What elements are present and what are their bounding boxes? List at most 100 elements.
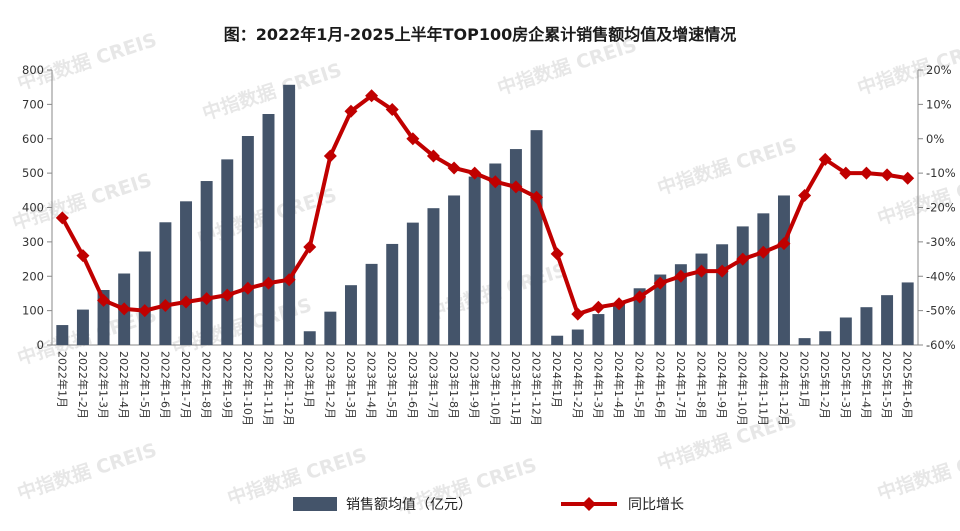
y-right-tick-label: 10%	[926, 97, 952, 111]
x-tick-label: 2024年1-4月	[612, 351, 626, 419]
y-left-tick-label: 300	[22, 235, 44, 249]
bar	[365, 263, 378, 345]
y-right-tick-label: -50%	[926, 304, 956, 318]
growth-point	[365, 89, 379, 103]
growth-point	[509, 180, 523, 194]
growth-point	[550, 247, 564, 261]
line-series	[55, 89, 915, 321]
x-tick-label-line: 2024年1-2月	[571, 351, 585, 419]
growth-point	[158, 298, 172, 312]
x-tick-label-line: 2024年1-5月	[633, 351, 647, 419]
x-tick-label: 2022年1-11月	[262, 351, 276, 426]
x-tick-label-line: 2023年1-5月	[385, 351, 399, 419]
growth-point	[385, 103, 399, 117]
growth-point	[447, 161, 461, 175]
bar	[468, 176, 481, 345]
x-tick-label-line: 2023年1-11月	[509, 351, 523, 426]
growth-point	[591, 300, 605, 314]
x-tick-label-line: 2024年1月	[550, 351, 564, 408]
x-tick-label: 2024年1月	[550, 351, 564, 408]
growth-point	[303, 240, 317, 254]
bar	[76, 309, 89, 345]
watermark-text: 中指数据 CREIS	[14, 28, 159, 95]
growth-point	[798, 188, 812, 202]
x-tick-label-line: 2022年1-11月	[262, 351, 276, 426]
growth-point	[818, 152, 832, 166]
x-tick-label-line: 2024年1-7月	[674, 351, 688, 419]
x-tick-label-line: 2022年1-7月	[179, 351, 193, 419]
x-tick-label: 2023年1-3月	[344, 351, 358, 419]
bar	[860, 307, 873, 345]
legend-bar-swatch	[293, 497, 337, 511]
x-tick-label: 2024年1-7月	[674, 351, 688, 419]
x-tick-label-line: 2023年1-10月	[488, 351, 502, 426]
watermark-text: 中指数据 CREIS	[654, 133, 799, 200]
x-tick-label: 2025年1-5月	[880, 351, 894, 419]
growth-point	[633, 290, 647, 304]
growth-point	[488, 175, 502, 189]
x-tick-label: 2023年1-7月	[426, 351, 440, 419]
bar	[592, 314, 605, 345]
x-tick-label-line: 2024年1-10月	[736, 351, 750, 426]
bar	[736, 226, 749, 345]
bar	[303, 331, 316, 345]
growth-point	[55, 211, 69, 225]
bar	[613, 303, 626, 345]
bar-series	[56, 84, 914, 345]
y-left-tick-label: 0	[37, 338, 44, 352]
bar	[551, 335, 564, 345]
growth-point	[468, 166, 482, 180]
x-tick-label: 2025年1-2月	[818, 351, 832, 419]
bar	[448, 195, 461, 345]
x-tick-label: 2024年1-6月	[653, 351, 667, 419]
bar	[674, 264, 687, 345]
y-left-tick-label: 700	[22, 97, 44, 111]
x-tick-label: 2022年1-10月	[241, 351, 255, 426]
x-tick-label-line: 2025年1-2月	[818, 351, 832, 419]
bar	[654, 274, 667, 345]
x-tick-label: 2022年1-5月	[138, 351, 152, 419]
x-tick-label: 2025年1-6月	[901, 351, 915, 419]
growth-point	[612, 297, 626, 311]
x-tick-label: 2024年1-11月	[756, 351, 770, 426]
growth-point	[901, 171, 915, 185]
y-right-tick-label: -20%	[926, 201, 956, 215]
x-tick-label: 2022年1-4月	[117, 351, 131, 419]
x-tick-label: 2022年1-8月	[200, 351, 214, 419]
x-tick-label: 2024年1-12月	[777, 351, 791, 426]
y-right-tick-label: -30%	[926, 235, 956, 249]
growth-point	[220, 288, 234, 302]
bar	[489, 163, 502, 345]
growth-point	[571, 307, 585, 321]
growth-point	[530, 190, 544, 204]
x-tick-label-line: 2023年1-8月	[447, 351, 461, 419]
x-tick-label: 2023年1-6月	[406, 351, 420, 419]
x-tick-label-line: 2025年1-6月	[901, 351, 915, 419]
x-tick-label: 2022年1-2月	[76, 351, 90, 419]
x-tick-label: 2022年1-3月	[97, 351, 111, 419]
growth-point	[695, 264, 708, 278]
x-tick-label-line: 2024年1-6月	[653, 351, 667, 419]
x-tick-label-line: 2024年1-11月	[756, 351, 770, 426]
bar	[159, 222, 172, 345]
x-tick-label-line: 2025年1-3月	[839, 351, 853, 419]
bar	[97, 290, 110, 345]
x-tick-label-line: 2023年1-6月	[406, 351, 420, 419]
x-tick-label: 2025年1-3月	[839, 351, 853, 419]
x-tick-label: 2023年1-2月	[323, 351, 337, 419]
x-tick-label-line: 2022年1-3月	[97, 351, 111, 419]
x-tick-label: 2023年1-11月	[509, 351, 523, 426]
legend-line-marker	[582, 497, 596, 511]
x-tick-label-line: 2023年1-7月	[426, 351, 440, 419]
x-tick-label: 2025年1-4月	[859, 351, 873, 419]
growth-point	[200, 292, 214, 306]
chart-title: 图：2022年1月-2025上半年TOP100房企累计销售额均值及增速情况	[224, 25, 736, 44]
x-tick-label-line: 2024年1-3月	[591, 351, 605, 419]
growth-point	[117, 302, 131, 316]
growth-point	[756, 245, 770, 259]
bar	[406, 222, 419, 345]
bar	[798, 338, 811, 345]
growth-point	[406, 132, 420, 146]
x-tick-label-line: 2025年1-4月	[859, 351, 873, 419]
